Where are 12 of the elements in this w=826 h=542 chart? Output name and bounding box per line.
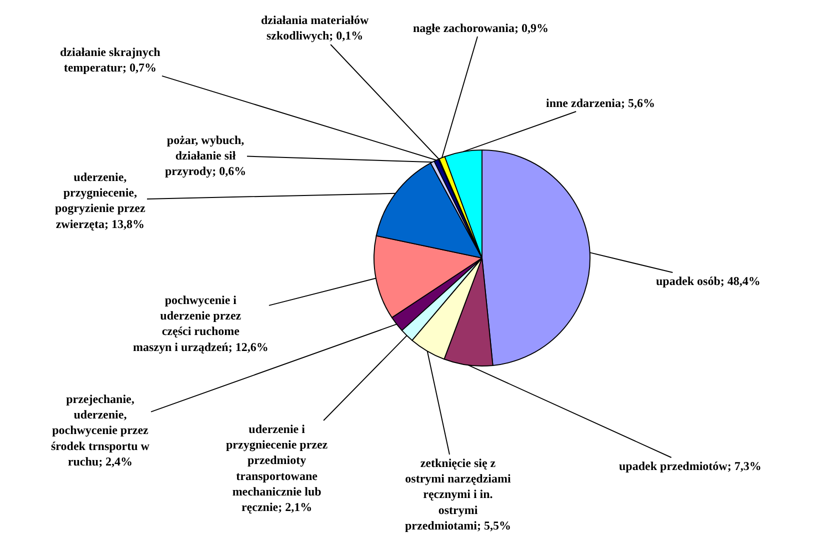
slice-label: pochwycenie i uderzenie przez części ruchome maszyn i urządzeń; 12,6% — [133, 293, 268, 354]
slice-label: inne zdarzenia; 5,6% — [546, 96, 655, 110]
slice-label: upadek osób; 48,4% — [656, 274, 760, 288]
slice-label: upadek przedmiotów; 7,3% — [619, 459, 762, 473]
slice-label: przejechanie, uderzenie, pochwycenie przez środek trnsportu w ruchu; 2,4% — [51, 392, 150, 468]
slice-label: działania materiałów szkodliwych; 0,1% — [261, 13, 369, 43]
slice-label: uderzenie i przygniecenie przez przedmioty transportowane mechanicznie lub ręcznie; 2,1% — [226, 422, 328, 514]
slice-label: nagłe zachorowania; 0,9% — [413, 21, 548, 35]
slice-label: zetknięcie się z ostrymi narzędziami ręcznymi i in. ostrymi przedmiotami; 5,5% — [405, 456, 512, 532]
slice-label: pożar, wybuch, działanie sił przyrody; 0,6% — [165, 133, 246, 178]
slice-label: działanie skrajnych temperatur; 0,7% — [60, 45, 161, 75]
slice-label: uderzenie, przygniecenie, pogryzienie przez zwierzęta; 13,8% — [55, 170, 146, 231]
